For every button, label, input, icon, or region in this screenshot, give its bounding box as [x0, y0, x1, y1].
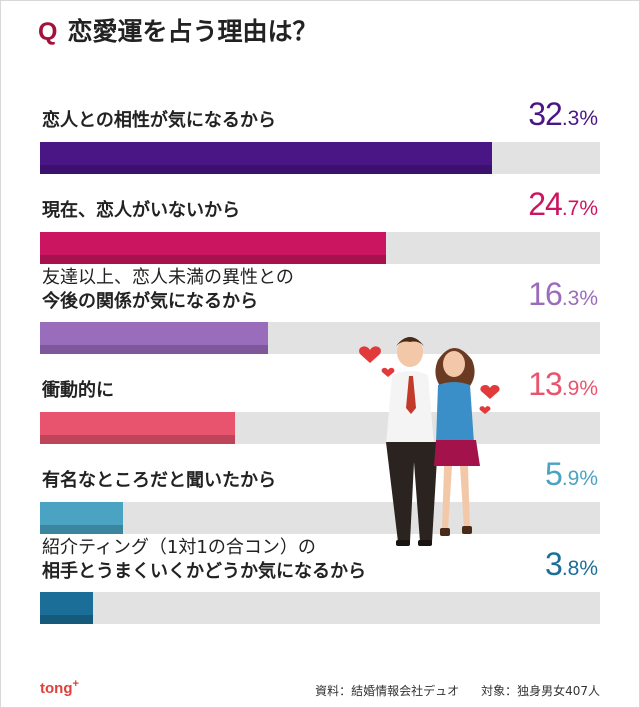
bar-track [40, 412, 600, 444]
bar [40, 592, 94, 624]
title-text: 恋愛運を占う理由は？ [67, 17, 318, 46]
bar-label-line: 今後の関係が気になるから [42, 291, 258, 312]
bar-track [40, 592, 600, 624]
footer-source: 資料：結婚情報会社デュオ 対象：独身男女407人 [315, 682, 600, 699]
couple-illustration [359, 337, 500, 546]
heart-icon [359, 346, 381, 363]
bar-value-label: 24.7% [528, 186, 598, 222]
bar-track [40, 232, 600, 264]
bar-label: 有名なところだと聞いたから [42, 469, 276, 493]
bar-track [40, 502, 600, 534]
bar-label-line: 恋人との相性が気になるから [42, 110, 276, 131]
bar [40, 502, 123, 534]
bar [40, 322, 269, 354]
bar-value-label: 5.9% [545, 456, 598, 492]
woman-figure [434, 348, 480, 536]
bar-track [40, 142, 600, 174]
man-figure [386, 337, 438, 546]
heart-icon [479, 406, 491, 414]
bar-track [40, 322, 600, 354]
bar-label: 衝動的に [42, 379, 114, 403]
question-marker: Q [38, 18, 58, 46]
bar-label-line: 現在、恋人がいないから [42, 200, 240, 221]
heart-icon [480, 384, 500, 399]
bar-label-line: 紹介ティング（1対1の合コン）の [42, 537, 316, 558]
bar-label-line: 衝動的に [42, 380, 114, 401]
bar [40, 412, 235, 444]
bar-label-line: 友達以上、恋人未満の異性との [42, 267, 294, 288]
bar-label-line: 有名なところだと聞いたから [42, 470, 276, 491]
source-text: 資料：結婚情報会社デュオ [315, 684, 460, 698]
bar-label: 友達以上、恋人未満の異性との 今後の関係が気になるから [42, 266, 294, 314]
chart-title: Q 恋愛運を占う理由は？ [38, 12, 317, 48]
bar [40, 232, 386, 264]
bar-value-label: 13.9% [528, 366, 598, 402]
brand-logo: tong+ [40, 678, 79, 697]
bar [40, 142, 493, 174]
bar-value-label: 32.3% [528, 96, 598, 132]
bar-value-label: 3.8% [545, 546, 598, 582]
heart-icon [381, 367, 395, 377]
target-text: 対象：独身男女407人 [481, 684, 600, 698]
bar-label-line: 相手とうまくいくかどうか気になるから [42, 561, 366, 582]
bar-label: 現在、恋人がいないから [42, 199, 240, 223]
bar-label: 紹介ティング（1対1の合コン）の相手とうまくいくかどうか気になるから [42, 536, 366, 584]
bar-label: 恋人との相性が気になるから [42, 109, 276, 133]
bar-value-label: 16.3% [528, 276, 598, 312]
